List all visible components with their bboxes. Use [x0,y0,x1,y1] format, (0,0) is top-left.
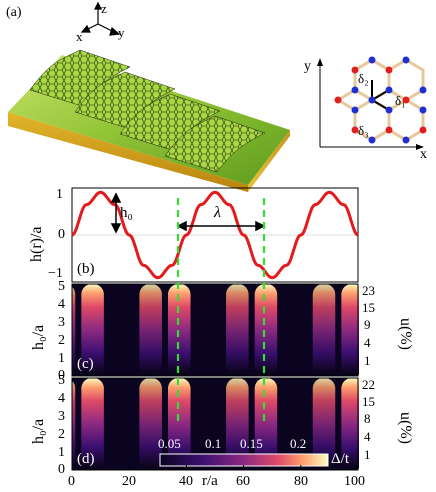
colorbar-tick-label: 0.15 [240,436,263,451]
d-right-tick-label: 4 [364,429,371,444]
c-ytick-label: 3 [58,315,65,330]
delta3-label: δ₃ [358,123,369,138]
panel-d-right-label: u(%) [397,412,414,444]
c-right-tick-label: 15 [362,300,375,315]
panel-c-label: (c) [77,356,94,372]
slab-front-face [8,112,248,192]
ridges [29,49,266,173]
c-ytick-label: 0 [58,368,65,383]
delta2-label: δ₂ [358,71,369,86]
heatmap-band [168,284,191,376]
c-ytick-label: 5 [58,279,65,294]
heatmap-band [168,378,191,470]
panel-c-heatmap [0,283,436,377]
heatmap-band [254,378,278,470]
panel-b-label: (b) [77,261,95,277]
c-right-tick-label: 23 [362,283,375,298]
d-right-tick-label: 22 [362,377,375,392]
x-tick-label: 20 [122,474,136,489]
heatmap-band [139,284,162,376]
heatmap-band [139,378,162,470]
heatmap-band [312,284,336,376]
heatmap-band [226,284,249,376]
colorbar [159,453,329,467]
d-right-tick-label: 1 [364,447,371,462]
x-axis-ticks [71,465,359,470]
c-right-tick-label: 1 [364,353,371,368]
colorbar-tick-label: 0.1 [205,436,222,451]
height-profile-line [71,190,359,280]
panel-d-ylabel: h₀/a [30,418,47,444]
panel-b-ylabel: h(r)/a [28,226,45,262]
b-ytick-label: 0 [58,227,65,242]
axis3d-x-label: x [76,29,83,44]
colorbar-label: Δ/t [331,451,349,467]
heatmap-band [254,284,278,376]
c-right-tick-label: 9 [364,317,371,332]
d-ytick-label: 2 [58,427,65,442]
h0-label: h₀ [120,205,133,221]
heatmap-band [312,378,336,470]
x-axis-label: r/a [202,473,218,489]
colorbar-tick-label: 0.2 [290,436,307,451]
x-tick-label: 80 [294,474,308,489]
axes-3d [80,1,121,36]
d-ytick-label: 1 [58,445,65,460]
c-ytick-label: 4 [58,297,65,312]
h0-arrow [110,192,122,234]
lambda-label: λ [214,204,221,221]
panel-c-right-label: u(%) [397,318,414,350]
heatmap-band [226,378,249,470]
d-ytick-label: 0 [58,462,65,477]
x-tick-label: 0 [68,474,75,489]
panel-d-label: (d) [77,451,95,467]
delta1-label: δ₁ [395,93,406,108]
d-ytick-label: 4 [58,391,65,406]
axis3d-z-label: z [101,1,107,16]
c-ytick-label: 1 [58,351,65,366]
axis3d-y-label: y [118,25,125,40]
panel-a-label: (a) [6,5,22,20]
lattice-inset [317,56,427,150]
d-right-tick-label: 8 [364,411,371,426]
b-ytick-label: 1 [56,187,63,202]
lattice-axis-y-label: y [304,59,311,74]
d-ytick-label: 5 [58,373,65,388]
x-tick-label: 60 [236,474,250,489]
lambda-arrow [176,220,266,232]
x-tick-label: 100 [344,474,365,489]
d-right-tick-label: 15 [362,394,375,409]
c-right-tick-label: 4 [364,335,371,350]
colorbar-tick-label: 0.05 [158,436,181,451]
heatmap-band [81,284,104,376]
lattice-axis-x-label: x [420,147,427,162]
c-ytick-label: 2 [58,333,65,348]
b-ytick-label: −1 [48,266,63,281]
x-tick-label: 40 [179,474,193,489]
panel-c-ylabel: h₀/a [30,324,47,350]
heatmap-band [81,378,104,470]
d-ytick-label: 3 [58,409,65,424]
slab-right-face [248,130,290,192]
